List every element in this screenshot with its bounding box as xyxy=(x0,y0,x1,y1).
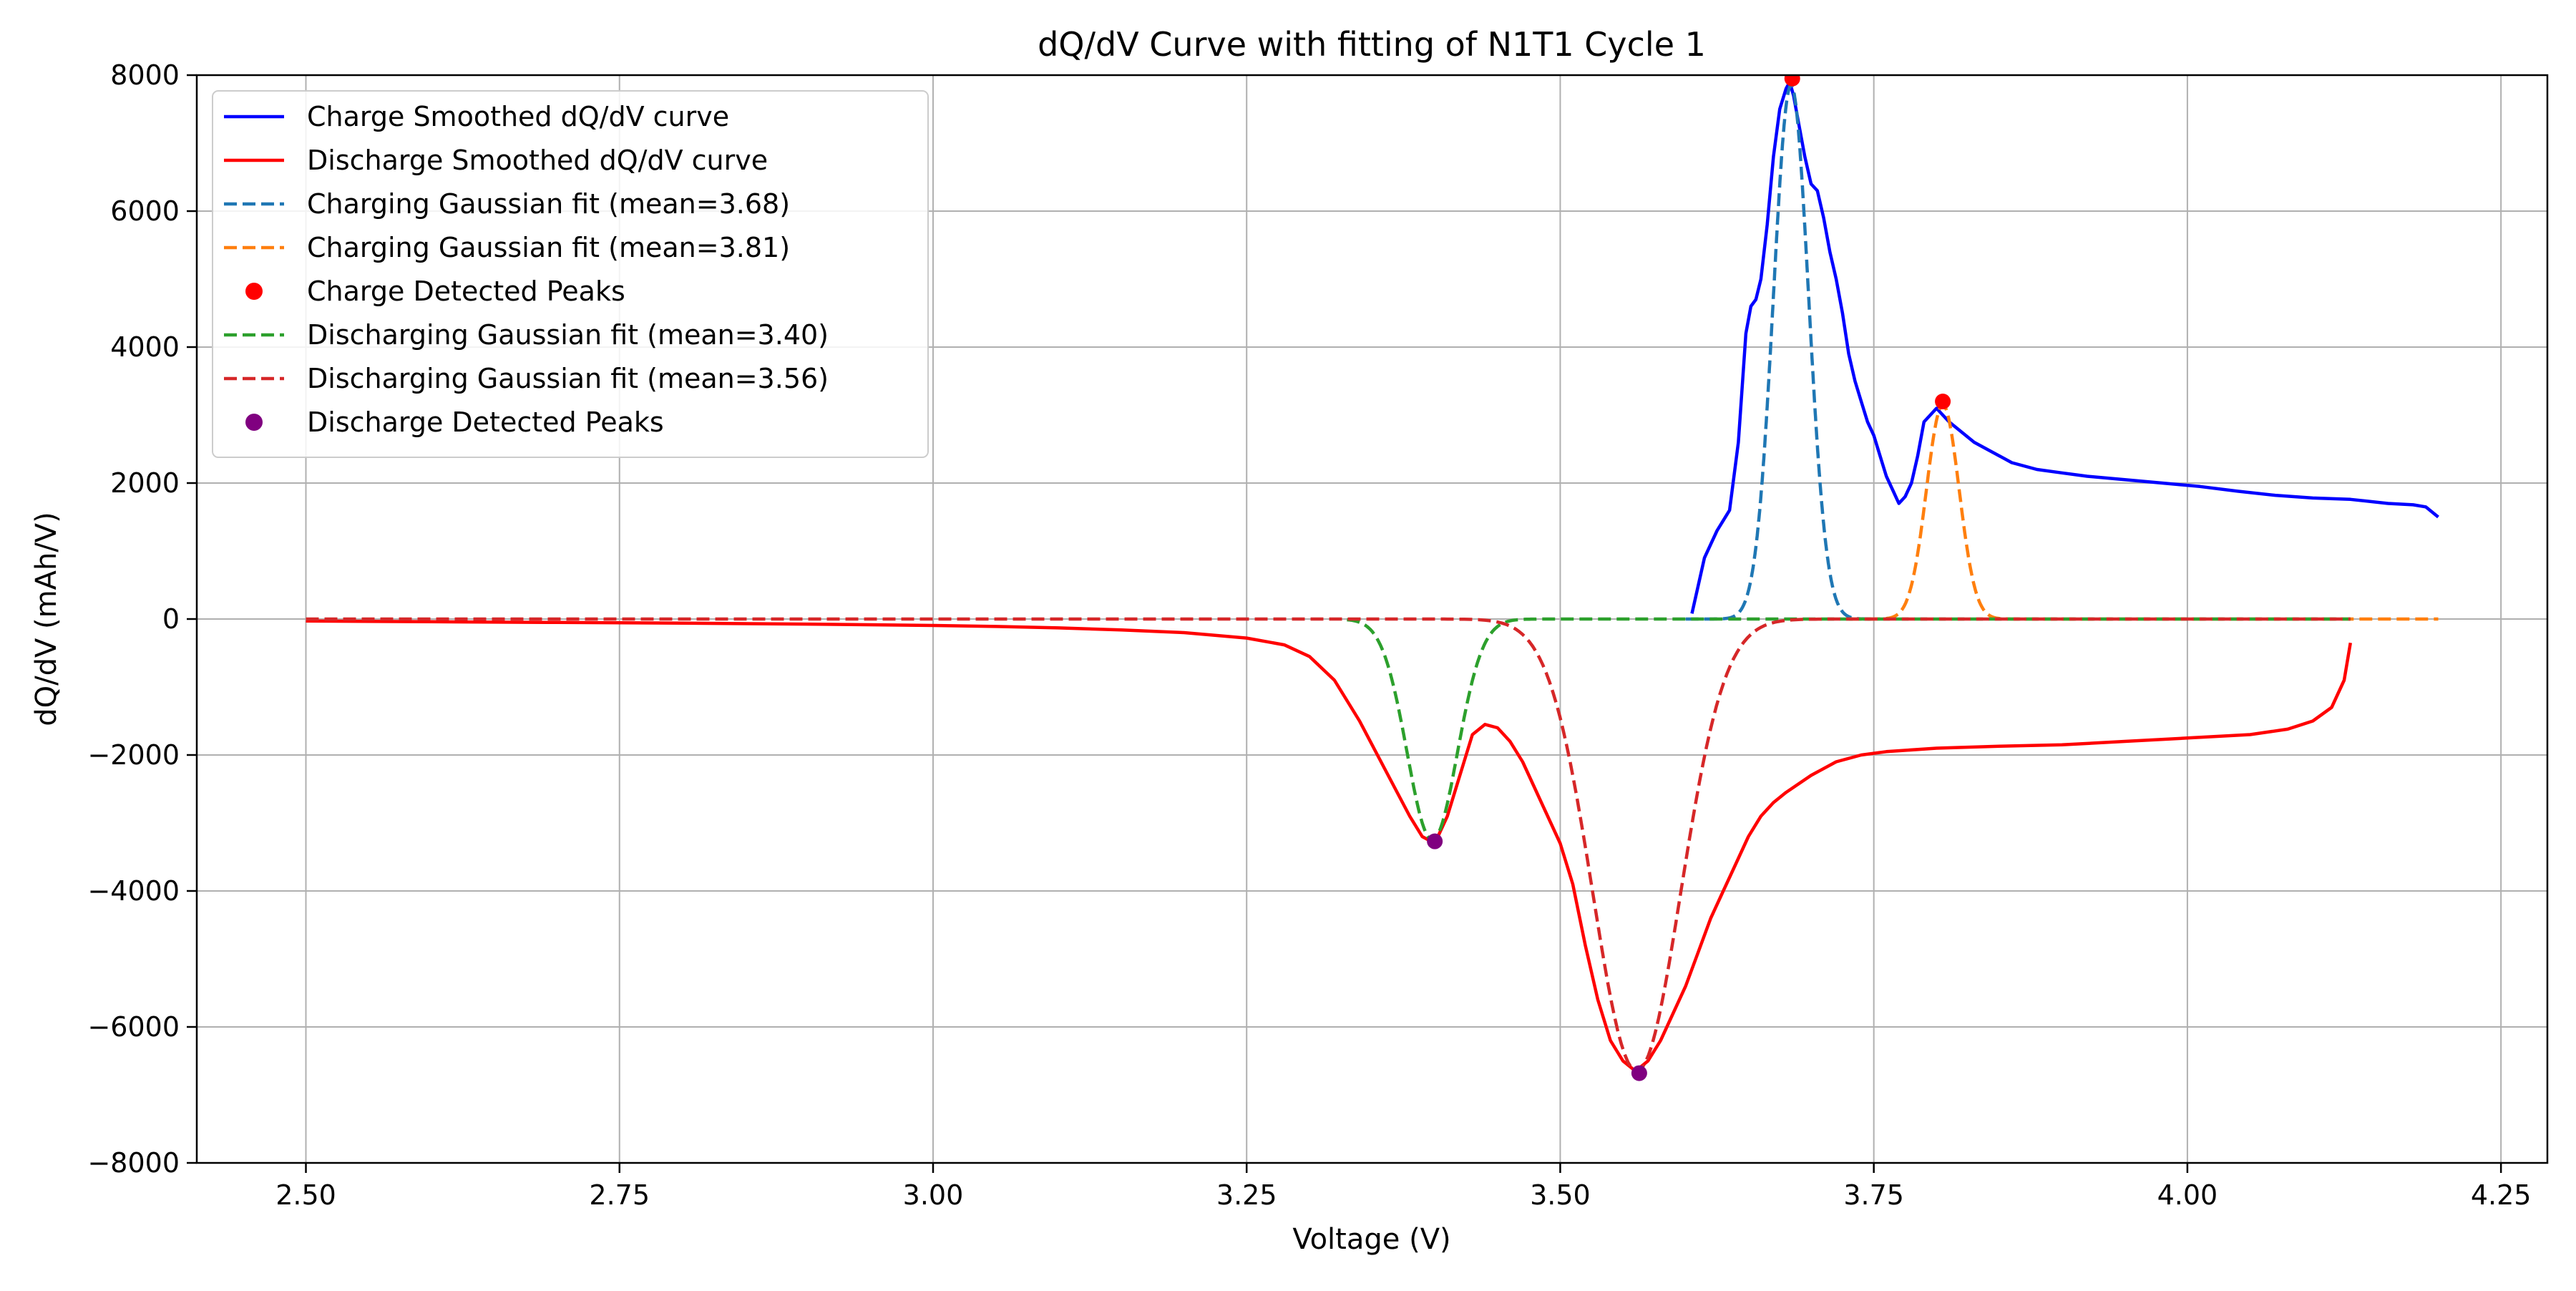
x-tick-label: 3.50 xyxy=(1530,1179,1591,1211)
y-tick-label: 8000 xyxy=(110,59,180,91)
x-tick-label: 3.00 xyxy=(903,1179,964,1211)
charge-detected-peaks-point xyxy=(1784,75,1800,87)
discharging-gaussian-fit-mean-3-56-line xyxy=(306,617,2351,1073)
y-tick-label: 2000 xyxy=(110,467,180,499)
charge-detected-peaks-point xyxy=(1935,394,1951,409)
legend-label-charging-gaussian-fit-mean-3-81: Charging Gaussian fit (mean=3.81) xyxy=(307,232,790,263)
x-axis-label: Voltage (V) xyxy=(1292,1223,1450,1256)
y-tick-label: 6000 xyxy=(110,195,180,227)
charge-smoothed-dq-dv-curve-line xyxy=(1690,80,2439,614)
y-tick-label: 4000 xyxy=(110,331,180,363)
legend-label-charge-detected-peaks: Charge Detected Peaks xyxy=(307,276,625,307)
legend: Charge Smoothed dQ/dV curve Discharge Smo… xyxy=(212,90,929,458)
axis-ticks: 2.50 2.75 3.00 3.25 3.50 3.75 4.00 4.25 −8000 −60… xyxy=(87,59,2531,1211)
y-tick-label: −6000 xyxy=(87,1011,180,1043)
y-axis-label: dQ/dV (mAh/V) xyxy=(30,512,63,726)
legend-box xyxy=(212,90,929,458)
discharge-detected-peaks-point xyxy=(1631,1065,1647,1081)
legend-label-discharge-smoothed-dq-dv-curve: Discharge Smoothed dQ/dV curve xyxy=(307,145,768,176)
y-tick-label: −8000 xyxy=(87,1147,180,1179)
discharge-smoothed-dq-dv-curve-line xyxy=(306,619,2353,1073)
y-tick-label: 0 xyxy=(162,603,180,635)
legend-marker-discharge-detected-peaks xyxy=(245,414,263,431)
x-tick-label: 2.50 xyxy=(275,1179,336,1211)
y-tick-label: −2000 xyxy=(87,739,180,771)
plot-data xyxy=(306,75,2439,1081)
chart-title: dQ/dV Curve with fitting of N1T1 Cycle 1 xyxy=(1038,25,1706,64)
x-tick-label: 3.75 xyxy=(1843,1179,1904,1211)
legend-marker-charge-detected-peaks xyxy=(245,283,263,300)
x-tick-label: 2.75 xyxy=(589,1179,650,1211)
discharge-detected-peaks-point xyxy=(1427,833,1443,849)
x-tick-label: 4.25 xyxy=(2471,1179,2532,1211)
legend-label-charge-smoothed-dq-dv-curve: Charge Smoothed dQ/dV curve xyxy=(307,101,729,132)
y-tick-label: −4000 xyxy=(87,875,180,907)
x-tick-label: 4.00 xyxy=(2157,1179,2218,1211)
legend-label-discharging-gaussian-fit-mean-3-40: Discharging Gaussian fit (mean=3.40) xyxy=(307,319,829,351)
legend-label-discharge-detected-peaks: Discharge Detected Peaks xyxy=(307,406,664,438)
legend-label-charging-gaussian-fit-mean-3-68: Charging Gaussian fit (mean=3.68) xyxy=(307,188,790,220)
x-tick-label: 3.25 xyxy=(1216,1179,1277,1211)
legend-label-discharging-gaussian-fit-mean-3-56: Discharging Gaussian fit (mean=3.56) xyxy=(307,363,829,394)
